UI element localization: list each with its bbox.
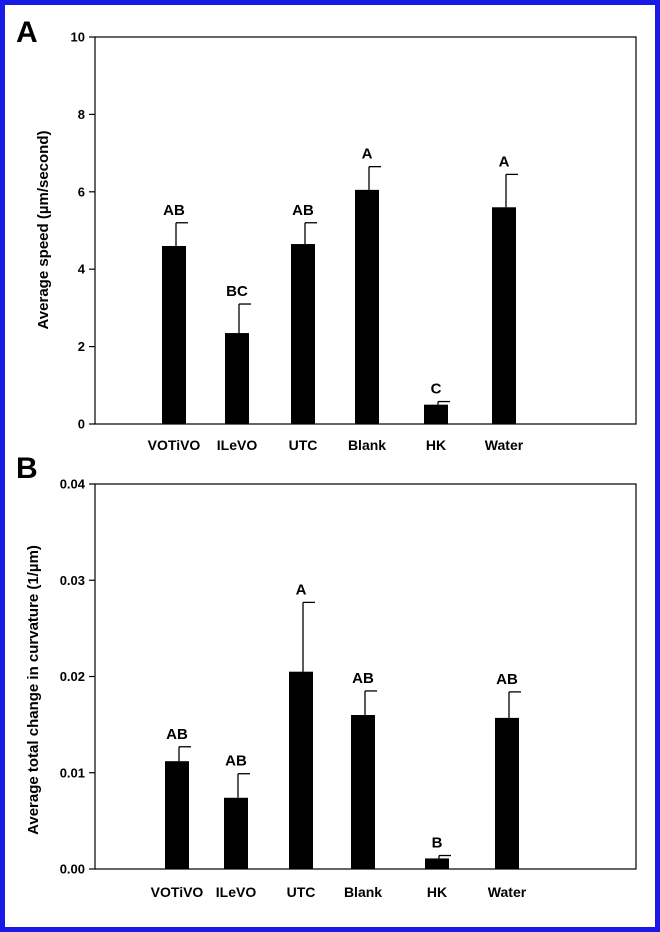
panel-a-bar (424, 404, 448, 424)
panel-a-bar (492, 207, 516, 424)
panel-a-bar (225, 333, 249, 424)
panel-a-significance-label: BC (226, 283, 248, 300)
panel-a-y-tick-label: 4 (78, 262, 86, 277)
panel-b: B Average total change in curvature (1/µ… (16, 452, 637, 901)
panel-a-significance-label: A (499, 153, 510, 170)
panel-a-y-tick-label: 2 (78, 339, 85, 354)
panel-a-y-tick-label: 8 (78, 107, 85, 122)
panel-a-category-label: Blank (348, 437, 386, 453)
panel-b-significance-label: AB (225, 753, 247, 770)
panel-a-category-label: VOTiVO (148, 437, 201, 453)
panel-b-category-label: UTC (287, 884, 316, 900)
panel-b-bar (351, 715, 375, 869)
panel-a-bar (355, 189, 379, 424)
panel-b-label: B (16, 452, 38, 485)
panel-b-y-axis-title: Average total change in curvature (1/µm) (25, 545, 42, 835)
panel-b-y-tick-label: 0.02 (60, 669, 85, 684)
panel-b-category-label: Water (488, 884, 527, 900)
panel-a-significance-label: C (431, 381, 442, 398)
panel-a: A Average speed (µm/second) 0 2 4 6 8 10 AB VOT… (16, 16, 637, 454)
panel-b-y-tick-label: 0.00 (60, 862, 85, 877)
panel-b-significance-label: AB (496, 671, 518, 688)
panel-b-y-tick-label: 0.01 (60, 765, 85, 780)
panel-a-y-axis-title: Average speed (µm/second) (35, 131, 52, 330)
panel-a-bar (291, 244, 315, 424)
panel-a-category-label: HK (426, 437, 446, 453)
panel-b-significance-label: A (296, 581, 307, 598)
panel-b-significance-label: AB (352, 670, 374, 687)
panel-a-y-tick-label: 6 (78, 184, 85, 199)
panel-b-category-label: HK (427, 884, 447, 900)
panel-b-y-tick-label: 0.03 (60, 573, 85, 588)
panel-b-y-tick-label: 0.04 (60, 477, 86, 492)
panel-b-bar (425, 858, 449, 869)
panel-b-category-label: ILeVO (216, 884, 257, 900)
panel-a-bar (162, 245, 186, 424)
panel-b-marks: 0.00 0.01 0.02 0.03 0.04 AB VOTiVO AB ILeVO A UTC A… (60, 477, 527, 901)
panel-a-significance-label: A (362, 146, 373, 163)
panel-a-significance-label: AB (163, 202, 185, 219)
panel-b-category-label: Blank (344, 884, 382, 900)
panel-a-category-label: ILeVO (217, 437, 258, 453)
panel-a-significance-label: AB (292, 202, 314, 219)
panel-a-category-label: Water (485, 437, 524, 453)
panel-a-label: A (16, 16, 38, 49)
panel-b-bar (289, 671, 313, 869)
panel-b-category-label: VOTiVO (151, 884, 204, 900)
panel-b-significance-label: B (432, 835, 443, 852)
panel-a-category-label: UTC (289, 437, 318, 453)
panel-a-y-tick-label: 0 (78, 417, 85, 432)
panel-a-y-tick-label: 10 (71, 30, 85, 45)
panel-b-bar (224, 797, 248, 869)
panel-a-marks: 0 2 4 6 8 10 AB VOTiVO BC ILeVO AB UTC A Blank C HK A Wat… (71, 30, 524, 454)
panel-b-significance-label: AB (166, 726, 188, 743)
panel-b-bar (495, 717, 519, 869)
panel-b-bar (165, 761, 189, 869)
